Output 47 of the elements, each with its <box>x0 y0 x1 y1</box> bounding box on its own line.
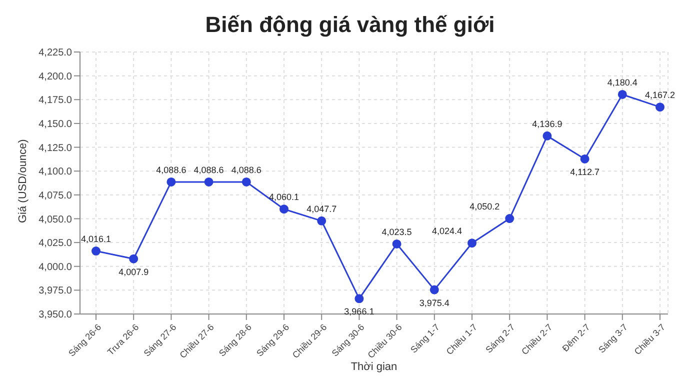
data-label: 4,060.1 <box>268 192 300 202</box>
data-label: 4,088.6 <box>156 164 186 175</box>
y-tick-label: 4,000.0 <box>38 262 72 273</box>
point <box>656 102 664 112</box>
y-tick-label: 4,100.0 <box>38 166 72 178</box>
y-tick-label: 4,075.0 <box>38 190 72 202</box>
point <box>242 177 251 186</box>
point <box>92 246 100 256</box>
x-axis-title: Thời gian <box>350 361 398 373</box>
point <box>354 294 364 304</box>
point <box>505 214 514 224</box>
data-label: 4,167.2 <box>644 90 676 100</box>
point <box>317 216 326 226</box>
data-label: 4,088.6 <box>231 164 262 175</box>
point <box>392 239 402 248</box>
y-tick-label: 4,200.0 <box>38 71 72 82</box>
point <box>204 177 214 186</box>
point <box>430 285 439 294</box>
y-tick-label: 3,975.0 <box>38 286 72 297</box>
y-tick-label: 3,950.0 <box>38 310 72 321</box>
point <box>580 154 590 164</box>
y-tick-label: 4,225.0 <box>38 48 72 59</box>
data-label: 4,047.7 <box>306 204 337 214</box>
data-label: 4,088.6 <box>194 164 224 175</box>
data-label: 4,016.1 <box>80 234 112 244</box>
point <box>618 90 627 99</box>
data-label: 4,180.4 <box>607 77 638 88</box>
data-label: 3,975.4 <box>419 298 450 308</box>
point <box>166 177 176 186</box>
point <box>468 238 476 248</box>
data-label: 4,023.5 <box>382 226 412 237</box>
chart-title: Biến động giá vàng thế giới <box>204 11 496 39</box>
point <box>542 131 552 140</box>
point <box>129 254 138 264</box>
point <box>280 204 288 214</box>
y-tick-label: 4,025.0 <box>38 238 72 250</box>
data-label: 4,007.9 <box>118 266 149 277</box>
y-tick-label: 4,150.0 <box>38 119 72 130</box>
y-axis-title: Giá (USD/ounce) <box>16 139 29 223</box>
y-tick-label: 4,125.0 <box>38 142 72 154</box>
data-label: 4,136.9 <box>532 118 562 129</box>
data-label: 4,024.4 <box>432 226 462 236</box>
y-tick-label: 4,050.0 <box>38 214 72 226</box>
data-label: 4,050.2 <box>470 202 500 212</box>
data-label: 3,966.1 <box>344 306 374 317</box>
y-tick-label: 4,175.0 <box>38 95 72 106</box>
data-label: 4,112.7 <box>570 166 600 177</box>
